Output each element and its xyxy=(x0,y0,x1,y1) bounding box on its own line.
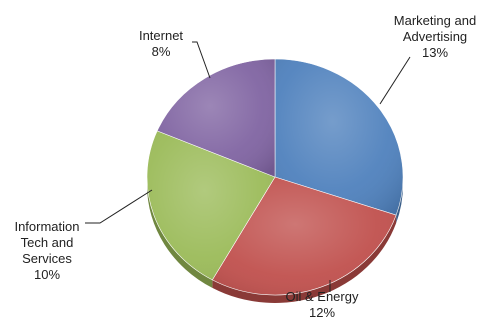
slice-category-label: Information xyxy=(14,219,79,234)
pie-slice-shading-oil-energy xyxy=(212,177,397,295)
slice-label-marketing-and-advertising: Marketing and Advertising 13% xyxy=(394,13,476,60)
pie-slice-shading-information-tech-and-services xyxy=(147,130,275,280)
slice-category-label: Marketing and xyxy=(394,13,476,28)
slice-value-label: 10% xyxy=(34,267,60,282)
slice-category-label: Internet xyxy=(139,28,183,43)
slice-label-oil-energy: Oil & Energy 12% xyxy=(286,289,359,320)
slice-category-label: Advertising xyxy=(403,29,467,44)
slice-value-label: 13% xyxy=(422,45,448,60)
pie-slice-side-marketing-and-advertising xyxy=(396,177,403,224)
leader-line-internet xyxy=(192,41,211,79)
slice-category-label: Services xyxy=(22,251,72,266)
pie-slice-side-oil-energy xyxy=(212,215,397,303)
slice-value-label: 12% xyxy=(309,305,335,320)
slice-category-label: Oil & Energy xyxy=(286,289,359,304)
slice-category-label: Tech and xyxy=(21,235,74,250)
slice-label-internet: Internet 8% xyxy=(139,28,183,59)
leader-line-information-tech-and-services xyxy=(85,189,153,224)
slice-label-information-tech-and-services: Information Tech and Services 10% xyxy=(14,219,79,282)
leader-line-marketing-and-advertising xyxy=(379,56,411,105)
pie-slice-shading-marketing-and-advertising xyxy=(275,59,403,216)
slice-value-label: 8% xyxy=(152,44,171,59)
pie-slice-side-information-tech-and-services xyxy=(147,177,213,288)
pie-slice-shading-internet xyxy=(157,59,275,177)
